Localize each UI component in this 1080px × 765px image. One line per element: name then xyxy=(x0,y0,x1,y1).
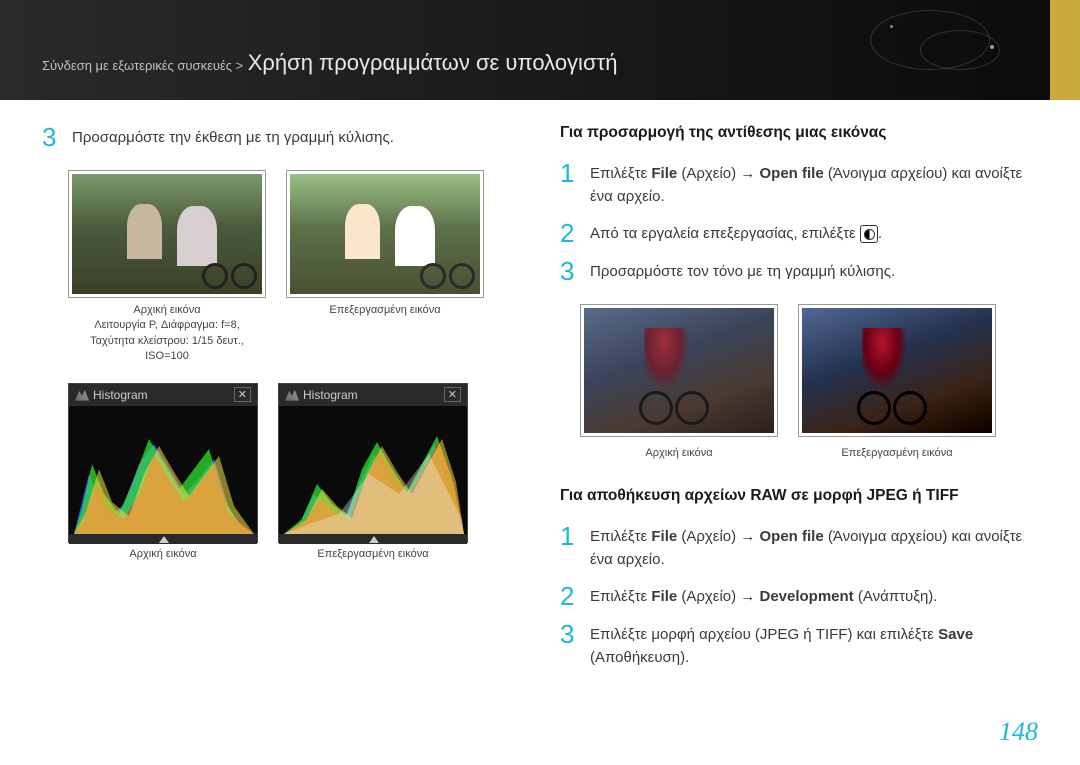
histogram-panel: Histogram ✕ xyxy=(68,383,258,543)
step-row: 2 Από τα εργαλεία επεξεργασίας, επιλέξτε… xyxy=(560,220,1038,246)
step-number: 2 xyxy=(560,583,576,609)
image-box-original: Αρχική εικόνα xyxy=(580,304,778,461)
caption-edited: Επεξεργασμένη εικόνα xyxy=(286,303,484,318)
step-row: 2 Επιλέξτε File (Αρχείο) → Development (… xyxy=(560,583,1038,609)
caption-original: Αρχική εικόνα Λειτουργία P, Διάφραγμα: f… xyxy=(68,303,266,365)
subheading-save-raw: Για αποθήκευση αρχείων RAW σε μορφή JPEG… xyxy=(560,487,1038,505)
image-pair-exposure: Αρχική εικόνα Λειτουργία P, Διάφραγμα: f… xyxy=(68,170,520,365)
step-text: Επιλέξτε μορφή αρχείου (JPEG ή TIFF) και… xyxy=(590,621,1038,669)
step-number: 2 xyxy=(560,220,576,246)
caption-original: Αρχική εικόνα xyxy=(580,446,778,461)
step-text: Από τα εργαλεία επεξεργασίας, επιλέξτε . xyxy=(590,220,882,246)
image-box-edited: Επεξεργασμένη εικόνα xyxy=(798,304,996,461)
accent-bar xyxy=(1050,0,1080,100)
histogram-header: Histogram ✕ xyxy=(69,384,257,406)
step-text: Προσαρμόστε την έκθεση με τη γραμμή κύλι… xyxy=(72,124,394,150)
page-number: 148 xyxy=(999,717,1038,747)
step-row: 1 Επιλέξτε File (Αρχείο) → Open file (Άν… xyxy=(560,523,1038,571)
image-box-original: Αρχική εικόνα Λειτουργία P, Διάφραγμα: f… xyxy=(68,170,266,365)
histogram-caption: Αρχική εικόνα xyxy=(68,547,258,562)
step-text: Προσαρμόστε τον τόνο με τη γραμμή κύλιση… xyxy=(590,258,895,284)
contrast-tool-icon xyxy=(860,225,878,243)
step-number: 1 xyxy=(560,160,576,186)
page-container: Σύνδεση με εξωτερικές συσκευές > Χρήση π… xyxy=(0,0,1080,765)
left-column: 3 Προσαρμόστε την έκθεση με τη γραμμή κύ… xyxy=(42,124,520,681)
step-number: 3 xyxy=(560,621,576,647)
histogram-pair: Histogram ✕ Α xyxy=(68,383,520,562)
content-columns: 3 Προσαρμόστε την έκθεση με τη γραμμή κύ… xyxy=(0,100,1080,681)
right-column: Για προσαρμογή της αντίθεσης μιας εικόνα… xyxy=(560,124,1038,681)
image-pair-contrast: Αρχική εικόνα Επεξεργασμένη εικόνα xyxy=(580,304,1038,461)
photo-original-contrast xyxy=(584,308,774,433)
step-text: Επιλέξτε File (Αρχείο) → Development (Αν… xyxy=(590,583,937,609)
histogram-icon xyxy=(75,389,89,401)
photo-original xyxy=(72,174,262,294)
section-title: Χρήση προγραμμάτων σε υπολογιστή xyxy=(248,50,618,75)
histogram-slider[interactable] xyxy=(279,534,467,544)
histogram-slider[interactable] xyxy=(69,534,257,544)
caption-edited: Επεξεργασμένη εικόνα xyxy=(798,446,996,461)
header-decoration xyxy=(840,0,1040,100)
breadcrumb: Σύνδεση με εξωτερικές συσκευές > xyxy=(42,58,243,73)
histogram-chart xyxy=(284,424,464,534)
step-row: 3 Προσαρμόστε τον τόνο με τη γραμμή κύλι… xyxy=(560,258,1038,284)
subheading-contrast: Για προσαρμογή της αντίθεσης μιας εικόνα… xyxy=(560,124,1038,142)
step-text: Επιλέξτε File (Αρχείο) → Open file (Άνοι… xyxy=(590,160,1038,208)
page-header: Σύνδεση με εξωτερικές συσκευές > Χρήση π… xyxy=(0,0,1080,100)
close-icon[interactable]: ✕ xyxy=(234,387,251,402)
close-icon[interactable]: ✕ xyxy=(444,387,461,402)
step-row: 1 Επιλέξτε File (Αρχείο) → Open file (Άν… xyxy=(560,160,1038,208)
photo-edited xyxy=(290,174,480,294)
image-box-edited: Επεξεργασμένη εικόνα xyxy=(286,170,484,365)
step-row: 3 Επιλέξτε μορφή αρχείου (JPEG ή TIFF) κ… xyxy=(560,621,1038,669)
histogram-panel: Histogram ✕ xyxy=(278,383,468,543)
histogram-chart xyxy=(74,424,254,534)
photo-edited-contrast xyxy=(802,308,992,433)
step-number: 1 xyxy=(560,523,576,549)
step-number: 3 xyxy=(560,258,576,284)
histogram-box-edited: Histogram ✕ xyxy=(278,383,468,562)
step-number: 3 xyxy=(42,124,58,150)
step-row: 3 Προσαρμόστε την έκθεση με τη γραμμή κύ… xyxy=(42,124,520,150)
step-text: Επιλέξτε File (Αρχείο) → Open file (Άνοι… xyxy=(590,523,1038,571)
histogram-icon xyxy=(285,389,299,401)
histogram-box-original: Histogram ✕ Α xyxy=(68,383,258,562)
histogram-caption: Επεξεργασμένη εικόνα xyxy=(278,547,468,562)
histogram-header: Histogram ✕ xyxy=(279,384,467,406)
